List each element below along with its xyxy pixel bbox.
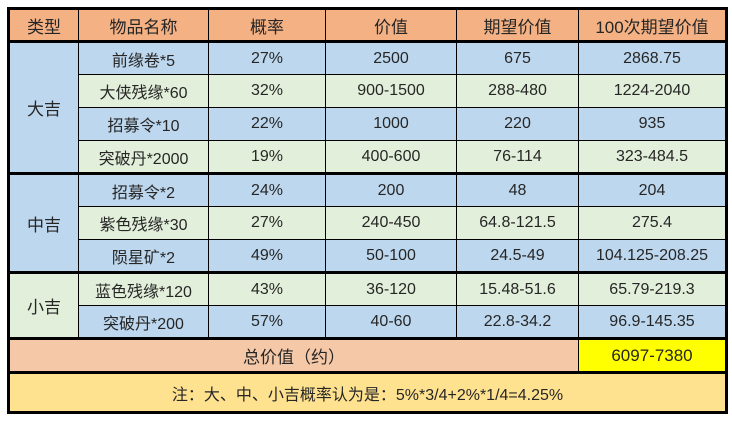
- expected-value-cell: 288-480: [456, 74, 579, 108]
- probability-cell: 22%: [208, 107, 326, 141]
- header-value: 价值: [325, 8, 457, 43]
- table-row: 突破丹*200 57% 40-60 22.8-34.2 96.9-145.35: [9, 305, 727, 339]
- expected-value-cell: 675: [456, 40, 579, 75]
- total-value: 6097-7380: [578, 337, 727, 373]
- probability-cell: 57%: [208, 305, 326, 339]
- expected-value-cell: 15.48-51.6: [456, 271, 579, 306]
- expected-value-100-cell: 96.9-145.35: [578, 305, 727, 339]
- item-name-cell: 招募令*2: [78, 172, 209, 207]
- header-expected-value: 期望价值: [456, 8, 579, 43]
- probability-cell: 27%: [208, 206, 326, 240]
- value-cell: 36-120: [325, 271, 457, 306]
- value-cell: 1000: [325, 107, 457, 141]
- type-cell-xiaoji: 小吉: [8, 271, 79, 339]
- table-row: 中吉 招募令*2 24% 200 48 204: [8, 172, 727, 273]
- value-cell: 200: [325, 172, 457, 207]
- value-cell: 400-600: [325, 140, 457, 174]
- table-row: 突破丹*2000 19% 400-600 76-114 323-484.5: [9, 140, 727, 174]
- table-row: 紫色残缘*30 27% 240-450 64.8-121.5 275.4: [9, 206, 727, 240]
- item-name-cell: 招募令*10: [78, 107, 209, 141]
- probability-cell: 19%: [208, 140, 326, 174]
- expected-value-100-cell: 1224-2040: [578, 74, 727, 108]
- item-name-cell: 突破丹*200: [78, 305, 209, 339]
- expected-value-cell: 48: [456, 172, 579, 207]
- header-row: 类型 物品名称 概率 价值 期望价值 100次期望价值: [8, 8, 727, 43]
- value-cell: 50-100: [325, 239, 457, 273]
- value-cell: 240-450: [325, 206, 457, 240]
- table-row: 招募令*10 22% 1000 220 935: [9, 107, 727, 141]
- type-cell-daji: 大吉: [8, 40, 79, 174]
- table-row: 小吉 蓝色残缘*120 43% 36-120 15.48-51.6 65.79-…: [8, 271, 727, 339]
- expected-value-cell: 22.8-34.2: [456, 305, 579, 339]
- expected-value-100-cell: 935: [578, 107, 727, 141]
- type-cell-zhongji: 中吉: [8, 172, 79, 273]
- value-cell: 40-60: [325, 305, 457, 339]
- expected-value-100-cell: 204: [578, 172, 727, 207]
- table-row: 大侠残缘*60 32% 900-1500 288-480 1224-2040: [9, 74, 727, 108]
- expected-value-cell: 64.8-121.5: [456, 206, 579, 240]
- loot-probability-table: 类型 物品名称 概率 价值 期望价值 100次期望价值 大吉 前缘卷*5 27%…: [7, 7, 728, 414]
- item-name-cell: 蓝色残缘*120: [78, 271, 209, 306]
- probability-cell: 49%: [208, 239, 326, 273]
- total-value-label: 总价值（约）: [8, 337, 579, 373]
- header-expected-value-100: 100次期望价值: [578, 8, 727, 43]
- item-name-cell: 突破丹*2000: [78, 140, 209, 174]
- header-type: 类型: [8, 8, 79, 43]
- expected-value-100-cell: 2868.75: [578, 40, 727, 75]
- expected-value-cell: 220: [456, 107, 579, 141]
- note-row: 注：大、中、小吉概率认为是：5%*3/4+2%*1/4=4.25%: [8, 371, 727, 413]
- table-row: 陨星矿*2 49% 50-100 24.5-49 104.125-208.25: [9, 239, 727, 273]
- value-cell: 900-1500: [325, 74, 457, 108]
- probability-cell: 32%: [208, 74, 326, 108]
- expected-value-100-cell: 104.125-208.25: [578, 239, 727, 273]
- expected-value-100-cell: 65.79-219.3: [578, 271, 727, 306]
- expected-value-100-cell: 323-484.5: [578, 140, 727, 174]
- probability-cell: 24%: [208, 172, 326, 207]
- item-name-cell: 前缘卷*5: [78, 40, 209, 75]
- header-probability: 概率: [208, 8, 326, 43]
- expected-value-cell: 24.5-49: [456, 239, 579, 273]
- total-row: 总价值（约） 6097-7380: [8, 337, 727, 373]
- table-row: 大吉 前缘卷*5 27% 2500 675 2868.75: [8, 40, 727, 174]
- header-item-name: 物品名称: [78, 8, 209, 43]
- probability-cell: 43%: [208, 271, 326, 306]
- value-cell: 2500: [325, 40, 457, 75]
- expected-value-cell: 76-114: [456, 140, 579, 174]
- item-name-cell: 紫色残缘*30: [78, 206, 209, 240]
- probability-cell: 27%: [208, 40, 326, 75]
- item-name-cell: 大侠残缘*60: [78, 74, 209, 108]
- item-name-cell: 陨星矿*2: [78, 239, 209, 273]
- expected-value-100-cell: 275.4: [578, 206, 727, 240]
- probability-note: 注：大、中、小吉概率认为是：5%*3/4+2%*1/4=4.25%: [8, 371, 727, 413]
